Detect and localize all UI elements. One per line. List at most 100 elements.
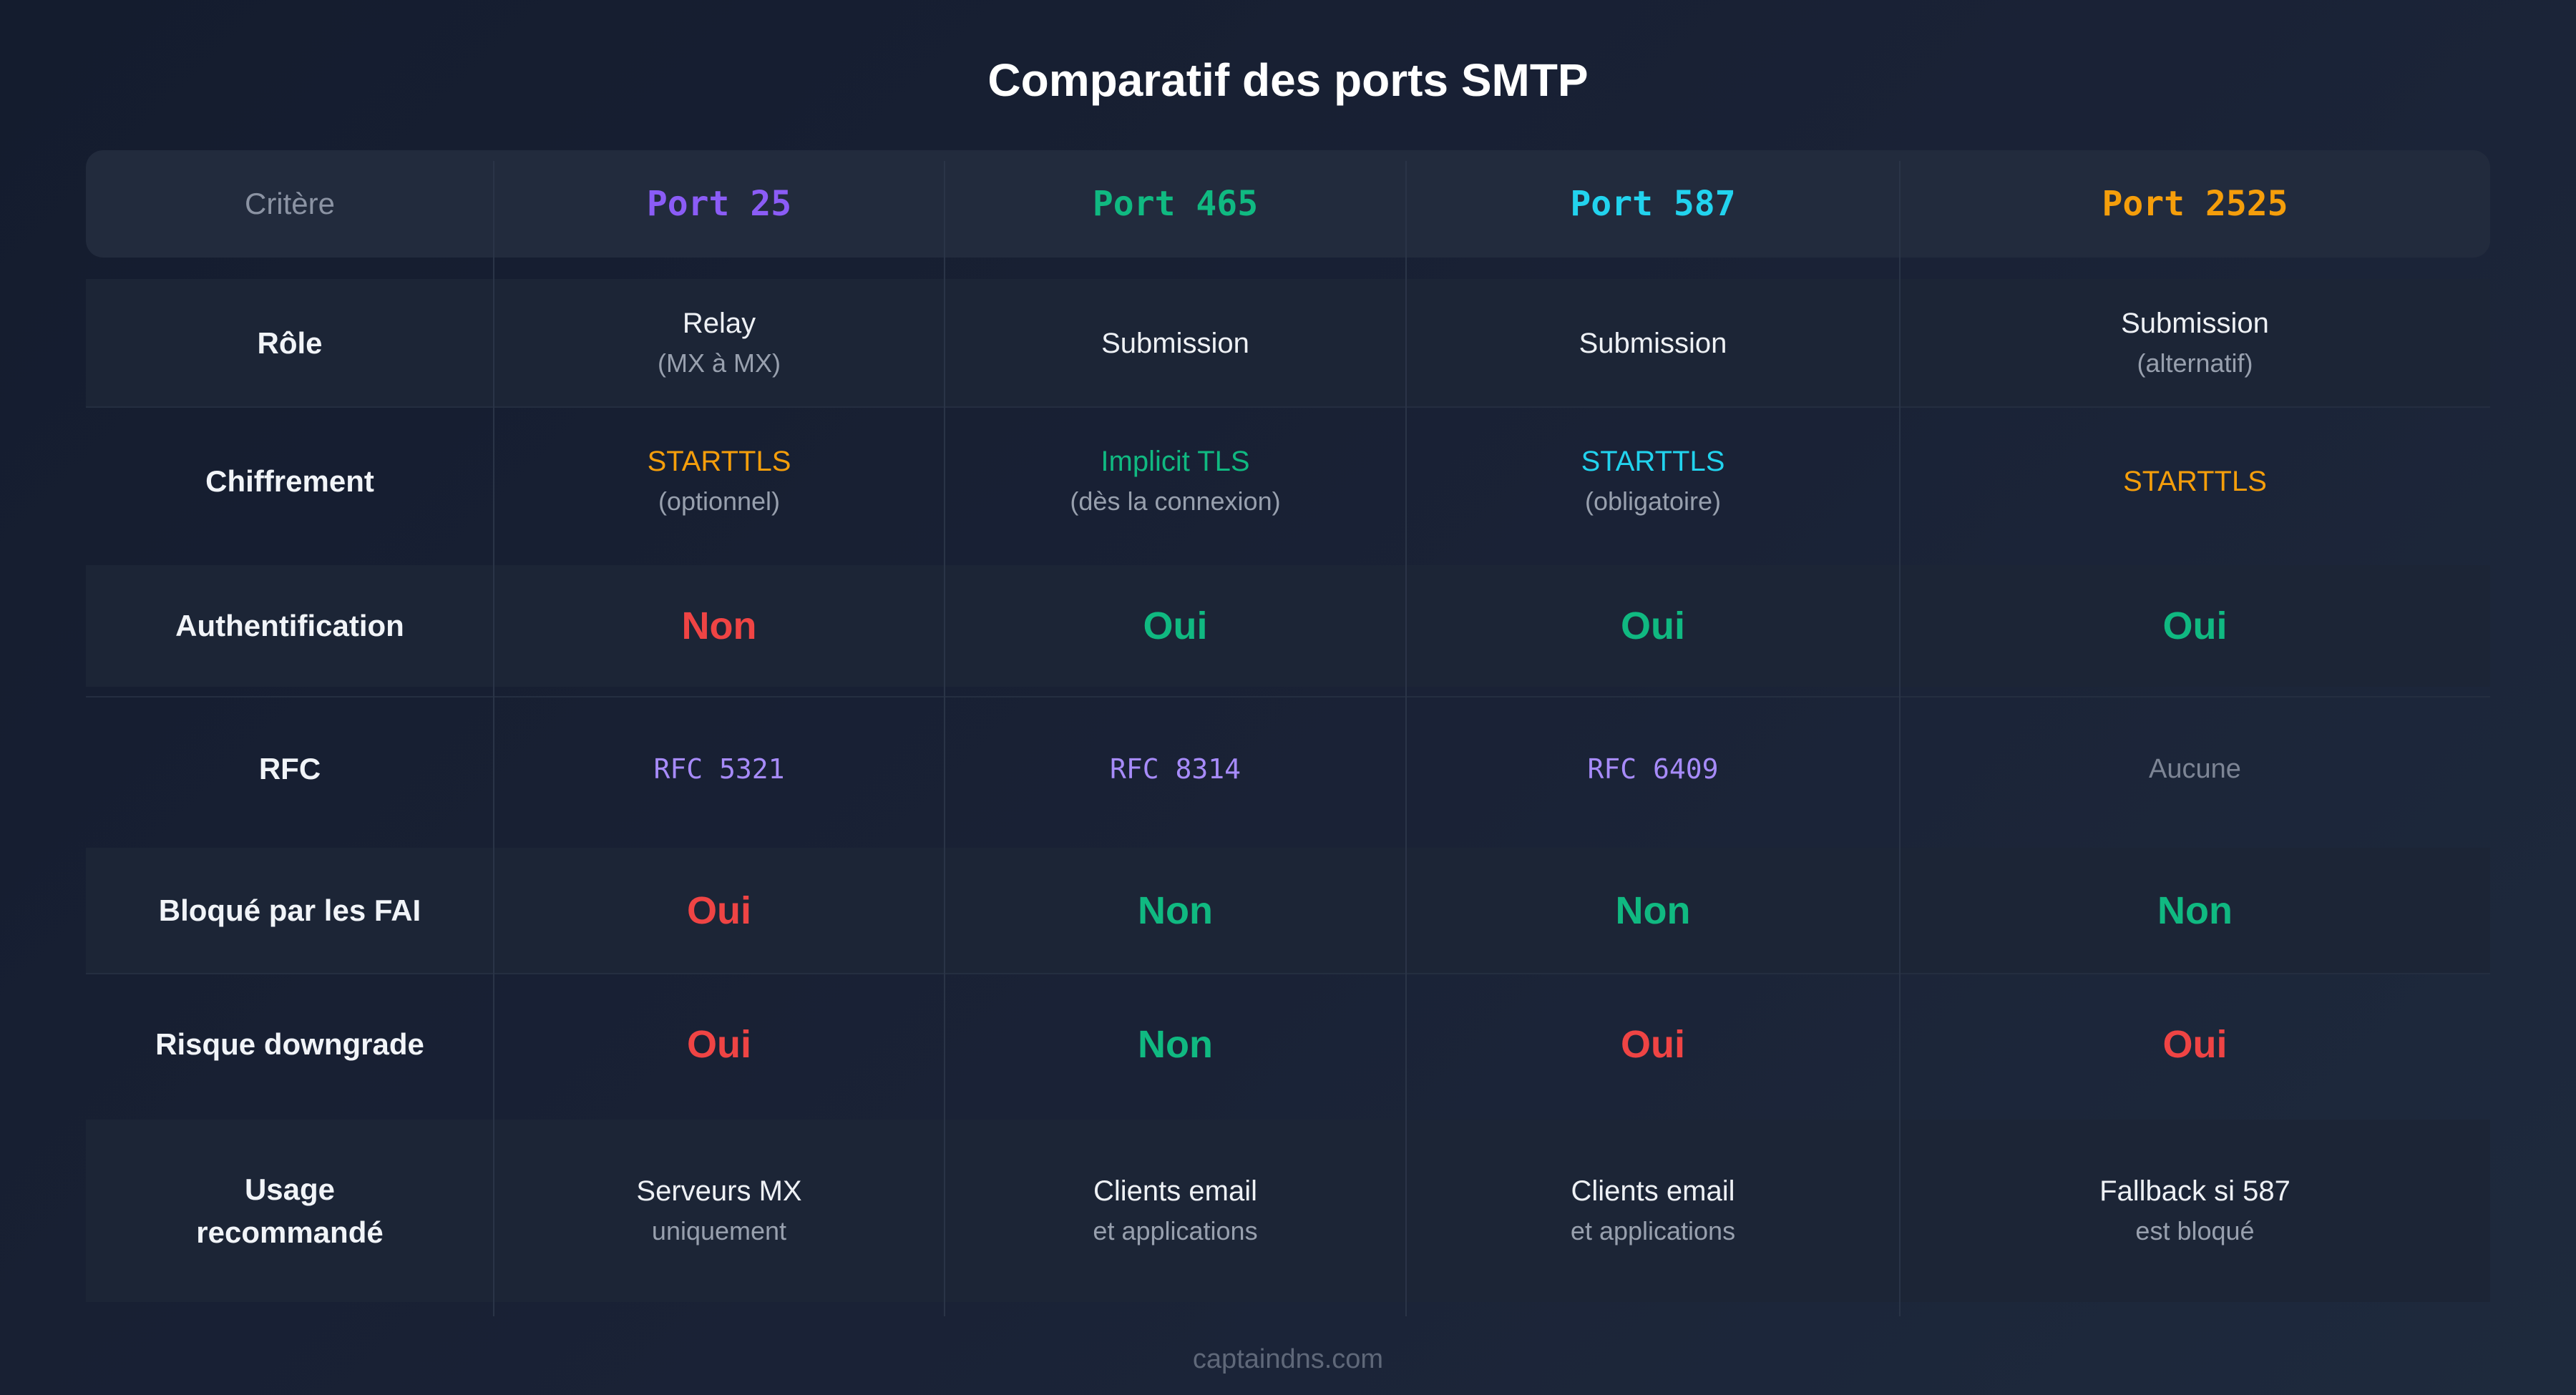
criterion-label: Risque downgrade	[155, 1027, 424, 1061]
table-row-authentication: Authentification Non Oui Oui Oui	[86, 565, 2490, 687]
value-cell: Relay (MX à MX)	[494, 279, 945, 408]
table-row-role: Rôle Relay (MX à MX) Submission Submissi…	[86, 279, 2490, 408]
value-main: Fallback si 587	[2099, 1175, 2290, 1207]
value-cell: Non	[945, 973, 1406, 1116]
value-cell: Submission (alternatif)	[1900, 279, 2490, 408]
value-cell: Oui	[1406, 565, 1900, 687]
table-row-encryption: Chiffrement STARTTLS (optionnel) Implici…	[86, 408, 2490, 554]
value-main: Clients email	[1093, 1175, 1257, 1207]
comparison-table: Critère Port 25 Port 465 Port 587 Port 2…	[86, 150, 2490, 1316]
criterion-cell: Risque downgrade	[86, 973, 494, 1116]
value-main: Oui	[1621, 1023, 1685, 1066]
criterion-label: Usage recommandé	[196, 1172, 384, 1249]
value-cell: Non	[1900, 848, 2490, 973]
row-divider	[86, 406, 2490, 408]
header-criterion-label: Critère	[244, 187, 336, 220]
header-port-465-cell: Port 465	[945, 150, 1406, 258]
value-main: RFC 8314	[1109, 753, 1241, 785]
value-cell: Clients email et applications	[1406, 1120, 1900, 1302]
value-main: STARTTLS	[2123, 465, 2267, 497]
header-port-2525: Port 2525	[2102, 184, 2288, 224]
criterion-cell: Bloqué par les FAI	[86, 848, 494, 973]
value-main: Non	[1615, 889, 1691, 932]
table-row-downgrade-risk: Risque downgrade Oui Non Oui Oui	[86, 973, 2490, 1116]
value-cell: RFC 8314	[945, 698, 1406, 841]
value-cell: RFC 5321	[494, 698, 945, 841]
value-main: Submission	[1579, 328, 1727, 359]
value-main: Serveurs MX	[636, 1175, 802, 1207]
value-cell: Non	[945, 848, 1406, 973]
value-main: RFC 6409	[1587, 753, 1719, 785]
value-cell: STARTTLS	[1900, 408, 2490, 554]
value-main: Oui	[2162, 1023, 2228, 1066]
value-cell: STARTTLS (obligatoire)	[1406, 408, 1900, 554]
value-main: Aucune	[2149, 753, 2241, 784]
value-cell: Oui	[1406, 973, 1900, 1116]
value-main: Implicit TLS	[1101, 445, 1250, 477]
value-cell: Serveurs MX uniquement	[494, 1120, 945, 1302]
value-cell: Aucune	[1900, 698, 2490, 841]
value-cell: Oui	[1900, 565, 2490, 687]
value-main: Non	[1138, 889, 1213, 932]
value-sub: est bloqué	[2135, 1215, 2255, 1245]
header-port-25: Port 25	[646, 184, 792, 224]
value-main: Submission	[1101, 328, 1249, 359]
criterion-label: Authentification	[175, 609, 404, 642]
value-main: STARTTLS	[1581, 445, 1725, 477]
row-divider	[86, 973, 2490, 974]
value-cell: STARTTLS (optionnel)	[494, 408, 945, 554]
value-cell: Fallback si 587 est bloqué	[1900, 1120, 2490, 1302]
header-port-587: Port 587	[1570, 184, 1736, 224]
value-main: Non	[1138, 1023, 1213, 1066]
value-main: Oui	[1143, 604, 1208, 647]
column-divider	[944, 161, 945, 1316]
criterion-cell: Authentification	[86, 565, 494, 687]
value-cell: Oui	[1900, 973, 2490, 1116]
value-sub: (obligatoire)	[1584, 486, 1722, 516]
value-sub: et applications	[1093, 1215, 1258, 1245]
criterion-label: Rôle	[257, 326, 323, 360]
value-main: Clients email	[1571, 1175, 1735, 1207]
footer-source: captaindns.com	[1192, 1344, 1384, 1374]
column-divider	[493, 161, 494, 1316]
value-cell: Implicit TLS (dès la connexion)	[945, 408, 1406, 554]
value-sub: uniquement	[651, 1215, 787, 1245]
value-cell: Non	[1406, 848, 1900, 973]
header-port-587-cell: Port 587	[1406, 150, 1900, 258]
value-main: Relay	[682, 308, 756, 339]
value-main: Oui	[687, 1023, 751, 1066]
value-main: Oui	[2162, 604, 2228, 647]
value-cell: Non	[494, 565, 945, 687]
value-sub: (MX à MX)	[657, 348, 781, 378]
value-main: Oui	[687, 889, 751, 932]
value-sub: (alternatif)	[2137, 348, 2253, 378]
value-main: Submission	[2121, 308, 2269, 339]
header-port-2525-cell: Port 2525	[1900, 150, 2490, 258]
value-main: STARTTLS	[647, 445, 791, 477]
value-cell: Oui	[494, 973, 945, 1116]
value-sub: et applications	[1570, 1215, 1736, 1245]
criterion-label: Chiffrement	[205, 464, 374, 498]
value-cell: RFC 6409	[1406, 698, 1900, 841]
criterion-cell: Chiffrement	[86, 408, 494, 554]
header-criterion-cell: Critère	[86, 150, 494, 258]
header-port-25-cell: Port 25	[494, 150, 945, 258]
column-divider	[1405, 161, 1407, 1316]
value-cell: Oui	[494, 848, 945, 973]
criterion-cell: Rôle	[86, 279, 494, 408]
criterion-label: Bloqué par les FAI	[158, 893, 421, 927]
value-cell: Submission	[945, 279, 1406, 408]
value-main: Non	[681, 604, 757, 647]
value-cell: Submission	[1406, 279, 1900, 408]
criterion-cell: Usage recommandé	[86, 1120, 494, 1302]
column-divider	[1899, 161, 1901, 1316]
value-cell: Oui	[945, 565, 1406, 687]
table-header-row: Critère Port 25 Port 465 Port 587 Port 2…	[86, 150, 2490, 258]
value-main: Oui	[1621, 604, 1685, 647]
value-main: RFC 5321	[653, 753, 785, 785]
row-divider	[86, 696, 2490, 698]
page-title: Comparatif des ports SMTP	[987, 54, 1589, 106]
value-cell: Clients email et applications	[945, 1120, 1406, 1302]
value-sub: (dès la connexion)	[1070, 486, 1281, 516]
table-row-recommended-usage: Usage recommandé Serveurs MX uniquement …	[86, 1120, 2490, 1302]
